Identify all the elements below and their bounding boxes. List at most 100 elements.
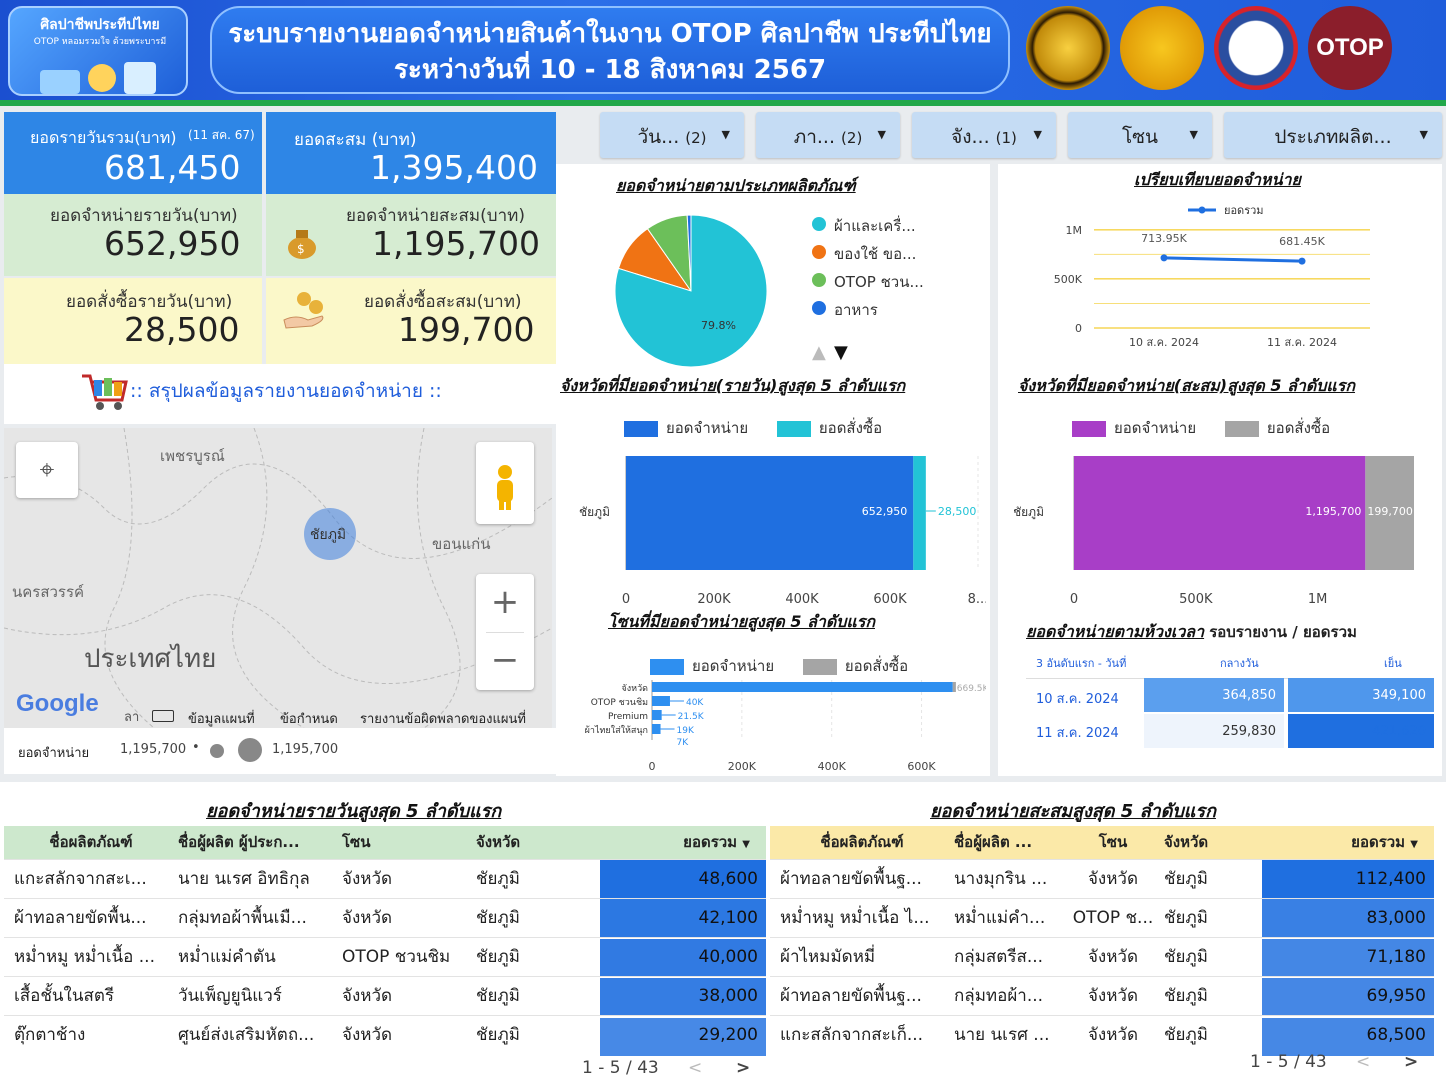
col-header-maker[interactable]: ชื่อผู้ผลิต ... — [954, 833, 1033, 852]
street-view-button[interactable] — [476, 442, 534, 524]
pie-slice-label: 79.8% — [701, 319, 736, 332]
y-tick-label: 1M — [1066, 224, 1083, 237]
top-cum-title: ยอดจำหน่ายสะสมสูงสุด 5 ลำดับแรก — [930, 801, 1216, 822]
table-row[interactable]: หม่ำหมู หม่ำเนื้อ ไ... หม่ำแม่คำ... OTOP ช… — [770, 897, 1434, 937]
cell-maker: กลุ่มสตรีส... — [944, 936, 1062, 976]
col-header-total[interactable]: ยอดรวม ▼ — [1262, 826, 1434, 859]
col-header-zone[interactable]: โซน — [1098, 833, 1128, 852]
cell-maker: กลุ่มทอผ้าพื้นเมื... — [168, 897, 332, 937]
table-row[interactable]: ผ้าทอลายขัดพื้นฐ... กลุ่มทอผ้า... จังหวัดช… — [770, 975, 1434, 1015]
filter-count: (1) — [995, 129, 1017, 147]
pie-chart[interactable]: 79.8% — [606, 206, 776, 376]
legend-swatch — [650, 658, 684, 675]
table-row[interactable]: หม่ำหมู หม่ำเนื้อ ... หม่ำแม่คำตัน OTOP ชว… — [4, 936, 766, 976]
map-panel[interactable]: เพชรบูรณ์ ชัยภูมิ ขอนแก่น นครสวรรค์ ประเ… — [4, 428, 552, 728]
map-terms-link[interactable]: ข้อกำหนด — [280, 712, 338, 727]
keyboard-icon[interactable] — [152, 710, 174, 722]
pager-next-button[interactable]: > — [736, 1058, 751, 1078]
table-row[interactable]: ผ้าไหมมัดหมี่ กลุ่มสตรีส... จังหวัด ชัยภูมิ… — [770, 936, 1434, 976]
bar-orders — [1365, 456, 1414, 570]
map-legend-dot: • — [192, 740, 200, 755]
prov-daily-bar-chart[interactable]: 0 200K 400K 600K 8... 652,950 28,500 ชัยภูมิ — [566, 448, 986, 610]
legend-swatch — [1224, 420, 1259, 437]
cell-product: ผ้าไหมมัดหมี่ — [770, 936, 944, 976]
col-header-province[interactable]: จังหวัด — [1164, 833, 1209, 852]
bar-sales — [652, 696, 670, 706]
legend-label: ยอดจำหน่าย — [1114, 419, 1197, 437]
bar-sales — [652, 682, 953, 692]
col-header-total[interactable]: ยอดรวม ▼ — [600, 826, 766, 859]
map-label-thailand: ประเทศไทย — [84, 644, 217, 674]
royal-seal-icon — [1026, 6, 1110, 90]
table-row[interactable]: แกะสลักจากสะเก็... นาย นเรศ ... จังหวัด ชัย… — [770, 1014, 1434, 1054]
legend-dot — [812, 301, 826, 315]
zoom-out-button[interactable]: − — [490, 640, 520, 680]
filter-date[interactable]: วัน... (2) ▼ — [600, 112, 744, 158]
pie-legend-item[interactable]: OTOP ชวน... — [812, 270, 924, 298]
compare-line-chart[interactable]: 0 500K 1M 713.95K 10 ส.ค. 2024 681.45K 11 ส.ค.… — [1020, 196, 1430, 358]
cell-zone: จังหวัด — [1062, 1014, 1154, 1054]
col-header-product[interactable]: ชื่อผลิตภัณฑ์ — [49, 833, 133, 852]
filter-province[interactable]: จัง... (1) ▼ — [912, 112, 1056, 158]
zoom-in-button[interactable]: + — [490, 582, 520, 622]
table-row[interactable]: ตุ๊กตาช้าง ศูนย์ส่งเสริมหัตถ... จังหวัด ชัย… — [4, 1014, 766, 1054]
cell-zone: จังหวัด — [332, 1014, 466, 1054]
time-cell-day: 364,850 — [1144, 678, 1284, 712]
cell-product: ตุ๊กตาช้าง — [4, 1014, 168, 1054]
filter-zone[interactable]: โซน ▼ — [1068, 112, 1212, 158]
cell-maker: หม่ำแม่คำตัน — [168, 936, 332, 976]
legend-label: ยอดรวม — [1224, 204, 1264, 217]
pie-legend-item[interactable]: อาหาร — [812, 298, 924, 326]
prov-cum-title: จังหวัดที่มียอดจำหน่าย(สะสม)สูงสุด 5 ลำด… — [1018, 376, 1356, 395]
cell-province: ชัยภูมิ — [466, 975, 600, 1015]
dropdown-caret-icon: ▼ — [1033, 128, 1042, 141]
map-data-link[interactable]: ข้อมูลแผนที่ — [188, 712, 255, 727]
logo-subtitle: OTOP หลอมรวมใจ ด้วยพระบารมี — [33, 37, 167, 47]
cell-product: หม่ำหมู หม่ำเนื้อ ... — [4, 936, 168, 976]
table-row[interactable]: แกะสลักจากสะเ... นาย นเรศ อิทธิกุล จังหวัด… — [4, 858, 766, 898]
col-header-maker[interactable]: ชื่อผู้ผลิต ผู้ประก... — [178, 833, 300, 852]
table-header-bg — [770, 826, 1434, 859]
map-report-link[interactable]: รายงานข้อผิดพลาดของแผนที่ — [360, 712, 526, 727]
legend-next-icon[interactable]: ▼ — [834, 342, 848, 363]
pie-legend-item[interactable]: ของใช้ ขอ... — [812, 242, 924, 270]
kpi-daily-sales: ยอดจำหน่ายรายวัน(บาท) 652,950 — [4, 194, 262, 276]
pie-legend-item[interactable]: ผ้าและเครื่... — [812, 214, 924, 242]
pager-prev-button[interactable]: < — [688, 1058, 703, 1078]
pager-next-button[interactable]: > — [1404, 1052, 1419, 1072]
cell-total: 38,000 — [600, 975, 766, 1015]
x-tick-label: 400K — [785, 592, 819, 607]
locate-button[interactable]: ⌖ — [16, 442, 78, 498]
legend-label: ยอดสั่งซื้อ — [1266, 419, 1331, 437]
prov-cum-bar-chart[interactable]: 0 500K 1M 1,195,700 199,700 ชัยภูมิ — [1014, 448, 1438, 610]
compare-title: เปรียบเทียบยอดจำหน่าย — [1134, 170, 1301, 189]
cell-zone: จังหวัด — [1062, 936, 1154, 976]
zone-bar-chart[interactable]: 0 200K 400K 600K จังหวัด OTOP ชวนชิม Premium ผ้… — [560, 676, 986, 774]
filter-product-type[interactable]: ประเภทผลิต... ▼ — [1224, 112, 1442, 158]
map-label-la: ลา — [124, 710, 140, 725]
filter-count: (2) — [685, 129, 707, 147]
kpi-date: (11 สค. 67) — [188, 128, 255, 142]
cell-product: แกะสลักจากสะเ... — [4, 858, 168, 898]
summary-title: :: สรุปผลข้อมูลรายงานยอดจำหน่าย :: — [130, 380, 442, 402]
bar-value-label: 669.5K — [957, 684, 986, 694]
pie-legend-label: ผ้าและเครื่... — [834, 217, 916, 235]
col-header-product[interactable]: ชื่อผลิตภัณฑ์ — [820, 833, 904, 852]
table-row[interactable]: ผ้าทอลายขัดพื้นฐ... นางมุกริน ... จังหวัดช… — [770, 858, 1434, 898]
cell-province: ชัยภูมิ — [1154, 897, 1262, 937]
legend-prev-icon[interactable]: ▲ — [812, 342, 826, 363]
map-bubble-chaiyaphum[interactable] — [304, 508, 356, 560]
google-logo: Google — [16, 690, 99, 717]
table-row[interactable]: ผ้าทอลายขัดพื้น... กลุ่มทอผ้าพื้นเมื... จั… — [4, 897, 766, 937]
col-header-zone[interactable]: โซน — [342, 833, 371, 852]
top-cum-pager: 1 - 5 / 43 — [1250, 1052, 1327, 1072]
col-header-province[interactable]: จังหวัด — [476, 833, 521, 852]
legend-dot — [812, 245, 826, 259]
filter-region[interactable]: ภา... (2) ▼ — [756, 112, 900, 158]
table-row[interactable]: เสื้อชั้นในสตรี วันเพ็ญยูนิแวร์ จังหวัด ชัย… — [4, 975, 766, 1015]
pegman-icon — [497, 465, 513, 510]
data-label: 681.45K — [1279, 235, 1325, 248]
pager-prev-button[interactable]: < — [1356, 1052, 1371, 1072]
cell-total: 68,500 — [1262, 1014, 1434, 1054]
cell-zone: OTOP ชวนชิม — [332, 936, 466, 976]
